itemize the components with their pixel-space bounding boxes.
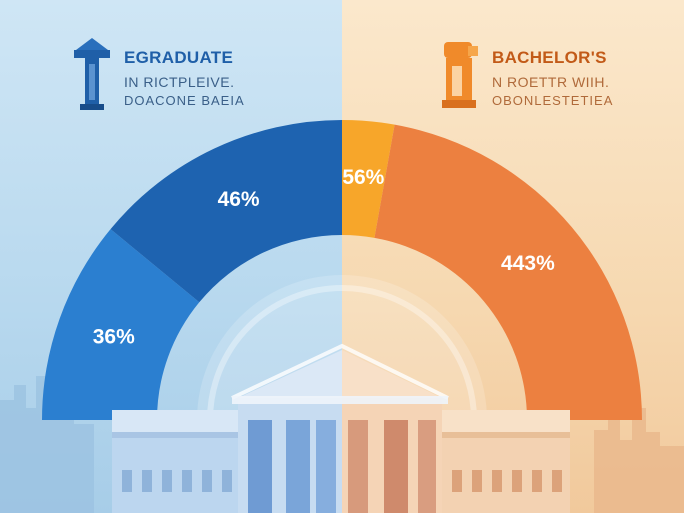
legend-bachelor-title: BACHELOR'S: [492, 48, 607, 67]
bachelor-tower-icon: [442, 42, 478, 108]
skyline-right: [594, 408, 684, 513]
chart-slices: [42, 119, 642, 420]
legend-bachelor-line2: OBONLESTETIEA: [492, 93, 614, 108]
slice-label: 36%: [93, 326, 135, 349]
slice-label: 46%: [218, 188, 260, 211]
slice-56-percent: [342, 120, 395, 238]
slice-label: 56%: [342, 166, 384, 189]
legend-graduate-line2: DOACONE BAEIA: [124, 93, 245, 108]
legend-graduate-title: EGRADUATE: [124, 48, 234, 67]
inner-arch-ring: [207, 285, 477, 421]
slice-labels: 36% 46% 56% 443%: [93, 166, 555, 349]
legend-bachelor-line1: N ROETTR WIIH.: [492, 74, 610, 90]
building-illustration: [112, 343, 570, 513]
slice-36-percent: [42, 229, 200, 420]
slice-46-percent: [110, 119, 342, 303]
slice-443-percent: [374, 124, 642, 420]
skyline-left: [0, 376, 94, 513]
legend-graduate-line1: IN RICTPLEIVE.: [124, 74, 235, 90]
graduation-tower-icon: [74, 38, 110, 110]
slice-label: 443%: [501, 252, 555, 275]
